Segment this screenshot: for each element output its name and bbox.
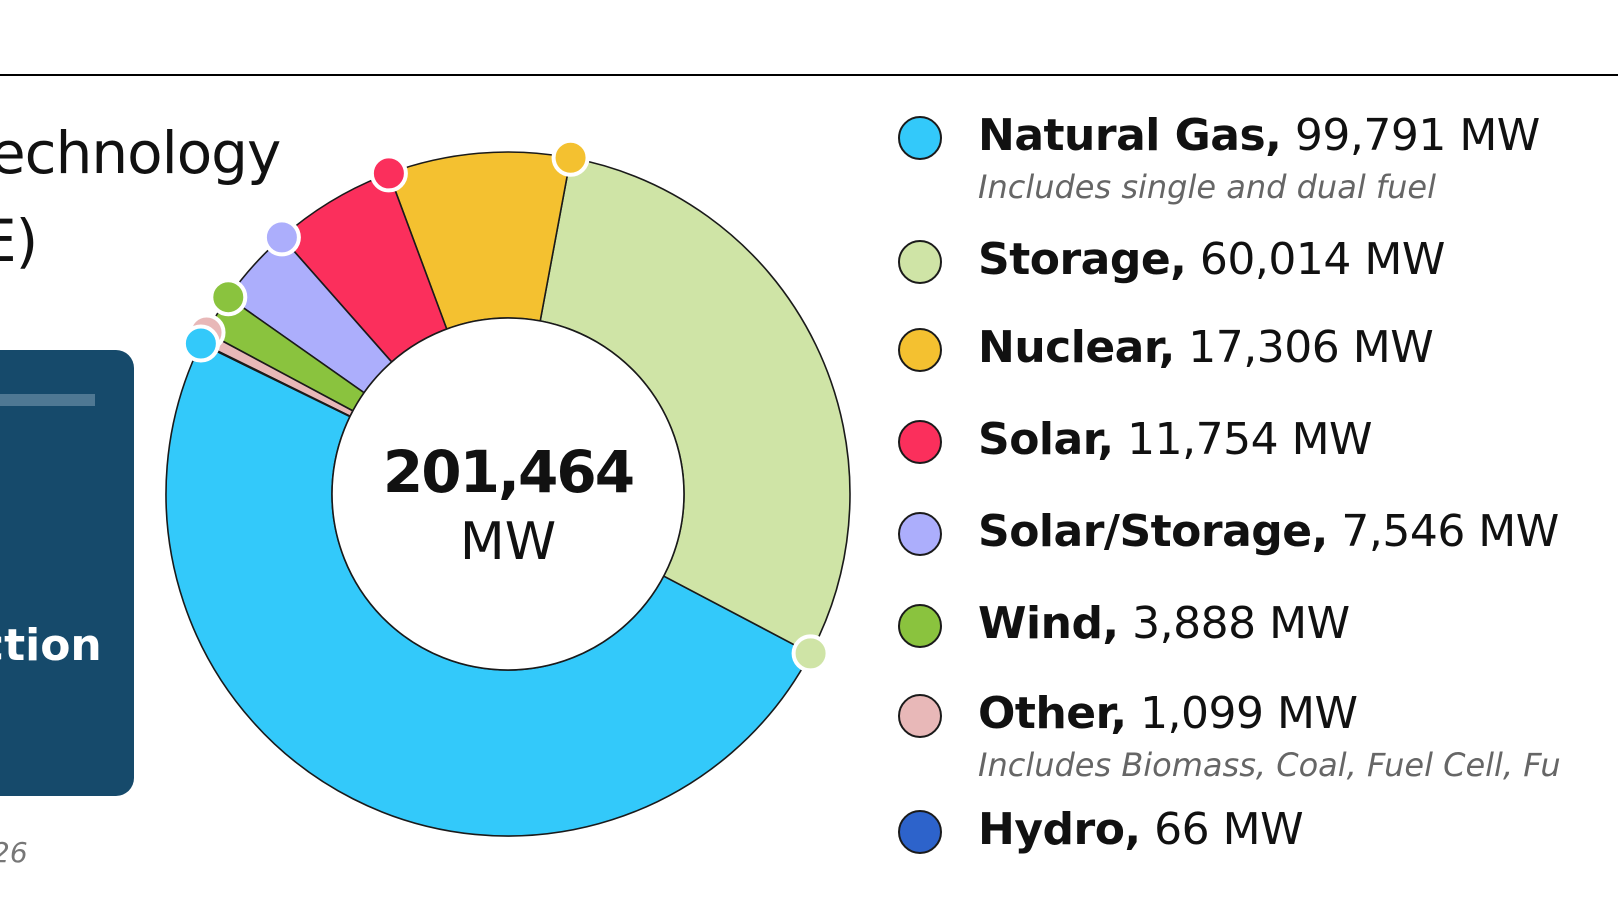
total-value: 201,464	[382, 438, 635, 506]
legend-label: Solar, 11,754 MW	[978, 414, 1373, 465]
legend-name: Hydro,	[978, 804, 1141, 855]
legend-value: 1,099 MW	[1140, 688, 1358, 739]
slide-title-line-2: E)	[0, 207, 38, 275]
header-divider	[0, 74, 1618, 76]
legend-swatch	[898, 240, 942, 284]
legend-swatch	[898, 810, 942, 854]
legend-label: Hydro, 66 MW	[978, 804, 1304, 855]
legend-label: Other, 1,099 MW	[978, 688, 1358, 739]
legend-value: 3,888 MW	[1132, 598, 1350, 649]
footnote: 26	[0, 836, 28, 869]
legend-note: Includes single and dual fuel	[978, 168, 1436, 206]
marker-nuclear	[551, 138, 590, 177]
donut-slices	[165, 151, 851, 837]
legend-value: 17,306 MW	[1188, 322, 1434, 373]
side-card-text: ction	[0, 620, 102, 671]
side-card-bar	[0, 394, 95, 406]
legend-swatch	[898, 694, 942, 738]
legend-name: Natural Gas,	[978, 110, 1282, 161]
marker-natural-gas	[181, 324, 220, 363]
legend-swatch	[898, 328, 942, 372]
legend-value: 66 MW	[1154, 804, 1304, 855]
donut-hole	[331, 317, 685, 671]
legend-swatch	[898, 116, 942, 160]
legend-name: Nuclear,	[978, 322, 1175, 373]
legend-name: Storage,	[978, 234, 1187, 285]
legend-label: Nuclear, 17,306 MW	[978, 322, 1434, 373]
legend-label: Natural Gas, 99,791 MW	[978, 110, 1540, 161]
legend-note: Includes Biomass, Coal, Fuel Cell, Fu	[978, 746, 1561, 784]
legend-value: 11,754 MW	[1127, 414, 1373, 465]
legend-swatch	[898, 604, 942, 648]
marker-solar	[369, 154, 408, 193]
slice-markers	[181, 138, 830, 673]
legend-swatch	[898, 512, 942, 556]
side-card: ction	[0, 350, 134, 796]
legend-label: Solar/Storage, 7,546 MW	[978, 506, 1559, 557]
legend-value: 60,014 MW	[1199, 234, 1445, 285]
legend-swatch	[898, 420, 942, 464]
legend-label: Storage, 60,014 MW	[978, 234, 1445, 285]
legend-name: Wind,	[978, 598, 1119, 649]
legend-value: 99,791 MW	[1294, 110, 1540, 161]
legend-name: Solar/Storage,	[978, 506, 1328, 557]
legend-name: Other,	[978, 688, 1127, 739]
marker-storage	[791, 634, 830, 673]
legend-label: Wind, 3,888 MW	[978, 598, 1350, 649]
total-unit: MW	[459, 512, 557, 572]
marker-solar-storage	[262, 218, 301, 257]
slide-title-line-1: echnology	[0, 119, 281, 187]
legend-value: 7,546 MW	[1341, 506, 1559, 557]
legend-name: Solar,	[978, 414, 1114, 465]
marker-wind	[209, 278, 248, 317]
